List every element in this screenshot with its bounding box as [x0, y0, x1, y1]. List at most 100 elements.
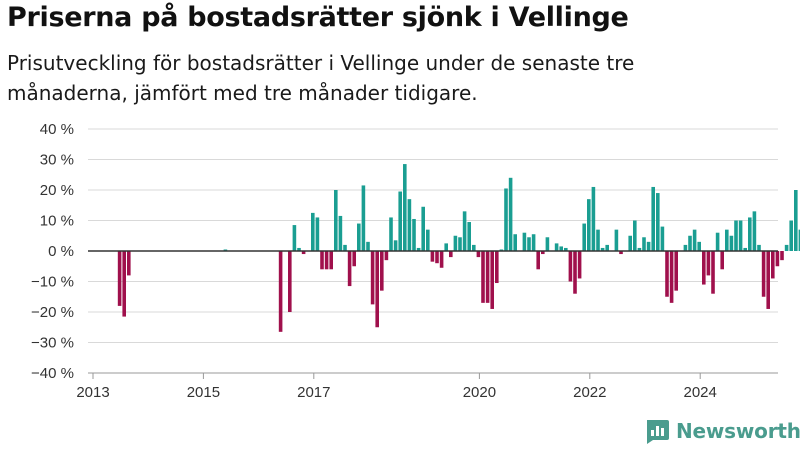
bar: [564, 247, 568, 251]
bar: [711, 251, 715, 294]
bar: [416, 247, 421, 251]
bar: [761, 251, 766, 297]
bar: [389, 217, 393, 251]
bar: [559, 246, 563, 251]
bar: [435, 251, 439, 264]
bar: [688, 235, 692, 251]
bar: [656, 193, 660, 251]
bar: [449, 251, 453, 258]
bar: [605, 244, 609, 251]
bar: [633, 220, 637, 251]
bar: [297, 247, 301, 251]
bar: [660, 226, 665, 251]
bar: [329, 251, 333, 270]
y-tick-label: −20 %: [31, 304, 74, 321]
bar: [398, 191, 402, 251]
bar: [375, 251, 379, 328]
x-tick-label: 2024: [684, 384, 717, 401]
x-tick-label: 2022: [573, 384, 606, 401]
bar: [343, 244, 347, 251]
bar: [504, 188, 508, 251]
bar: [499, 249, 504, 251]
bar: [439, 251, 444, 268]
bar: [587, 199, 591, 251]
bar: [600, 247, 605, 251]
bar: [775, 251, 780, 267]
bar: [481, 251, 485, 303]
bar: [522, 232, 527, 251]
bar: [554, 243, 559, 252]
y-axis-tick-labels: 40 % 30 % 20 % 10 % 0 % −10 % −20 % −30 % −40 %: [31, 121, 74, 382]
bar: [582, 223, 586, 251]
bar: [789, 220, 793, 251]
y-tick-label: 20 %: [40, 182, 74, 199]
bar: [757, 244, 761, 251]
bar: [513, 234, 517, 251]
bar: [361, 185, 366, 251]
bar: [380, 251, 384, 291]
bar: [485, 251, 490, 303]
bar: [752, 211, 757, 251]
bar: [646, 241, 651, 251]
brand-name: Newsworthy: [676, 419, 800, 443]
bar: [545, 237, 550, 251]
bar: [725, 229, 729, 251]
x-tick-label: 2015: [187, 384, 220, 401]
y-tick-label: −30 %: [31, 335, 74, 352]
bar: [320, 251, 324, 270]
bar: [384, 251, 389, 261]
bar: [665, 251, 669, 297]
bar: [278, 251, 283, 332]
bar: [734, 220, 738, 251]
bar: [472, 244, 476, 251]
bar: [301, 251, 306, 255]
bar: [748, 217, 752, 251]
bar: [444, 243, 448, 252]
bar: [780, 251, 784, 261]
bar: [651, 186, 655, 251]
bar: [117, 251, 122, 306]
y-tick-label: 0 %: [48, 243, 74, 260]
bar: [531, 234, 536, 251]
bar: [462, 211, 467, 251]
bar: [794, 190, 798, 251]
bar: [490, 251, 494, 309]
bar: [669, 251, 674, 303]
bar: [288, 251, 292, 312]
y-tick-label: −40 %: [31, 365, 74, 382]
bar: [430, 251, 435, 262]
bar: [223, 249, 228, 251]
x-tick-label: 2020: [463, 384, 496, 401]
x-axis-tick-labels: 2013 2015 2017 2020 2022 2024: [76, 373, 717, 401]
y-tick-label: −10 %: [31, 274, 74, 291]
y-tick-label: 30 %: [40, 152, 74, 169]
bar: [706, 251, 711, 276]
bar: [715, 232, 720, 251]
bar: [697, 241, 701, 251]
bar: [122, 251, 126, 317]
bar: [596, 229, 600, 251]
bar: [403, 164, 407, 251]
bar: [784, 244, 789, 251]
bar: [591, 186, 596, 251]
bar: [370, 251, 375, 305]
bar: [366, 241, 370, 251]
bar: [315, 217, 320, 251]
bar: [614, 229, 619, 251]
bar: [334, 190, 338, 251]
bar: [407, 199, 412, 251]
bar: [426, 229, 430, 251]
bar: [412, 218, 416, 251]
bar: [421, 206, 425, 251]
newsworthy-chart-logo-icon: [647, 420, 669, 444]
bar: [619, 251, 623, 255]
bar: [637, 247, 642, 251]
bar: [729, 235, 734, 251]
bar: [495, 251, 499, 284]
bar: [458, 237, 462, 251]
bar: [743, 247, 747, 251]
bar: [357, 223, 361, 251]
bar: [771, 251, 775, 279]
bar: [467, 222, 471, 251]
